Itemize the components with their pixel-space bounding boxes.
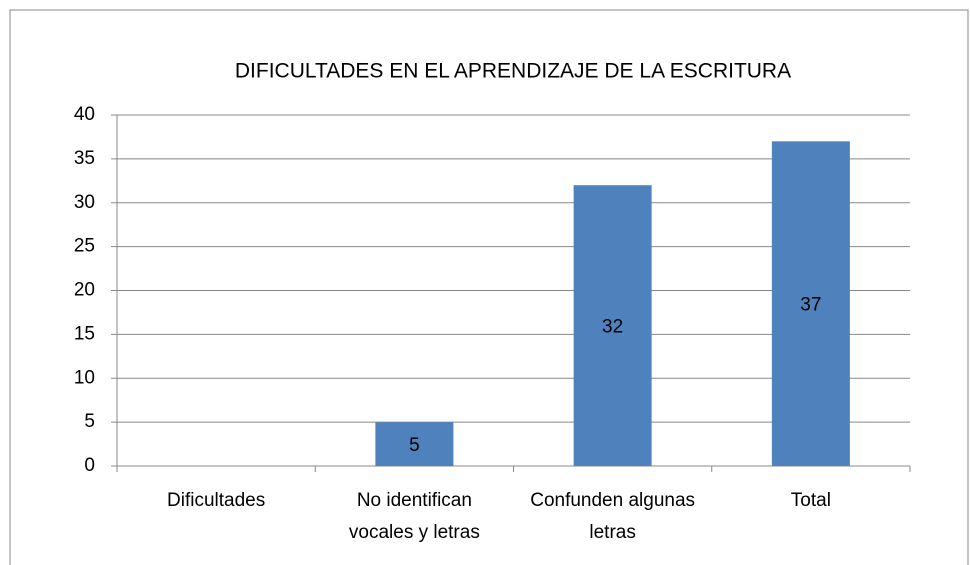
y-tick-label: 30 [74,192,95,213]
bar [771,141,850,466]
bar [375,422,454,466]
y-tick-label: 0 [84,455,95,476]
x-tick-label: Total [790,490,831,511]
data-label: 32 [602,317,623,338]
x-tick-label: Dificultades [167,490,266,511]
chart-title: DIFICULTADES EN EL APRENDIZAJE DE LA ESC… [235,60,791,83]
x-tick-label: No identifican vocales y letras [348,490,480,543]
bar [573,185,652,466]
y-tick-label: 5 [84,411,95,432]
x-tick-label: Confunden algunas letras [530,490,696,543]
y-tick-label: 40 [74,104,95,125]
y-tick-label: 20 [74,280,95,301]
y-tick-label: 35 [74,148,95,169]
chart-frame [9,9,969,565]
data-label: 5 [409,435,420,456]
y-tick-label: 10 [74,367,95,388]
y-tick-label: 15 [74,323,95,344]
data-label: 37 [800,295,821,316]
y-tick-label: 25 [74,236,95,257]
